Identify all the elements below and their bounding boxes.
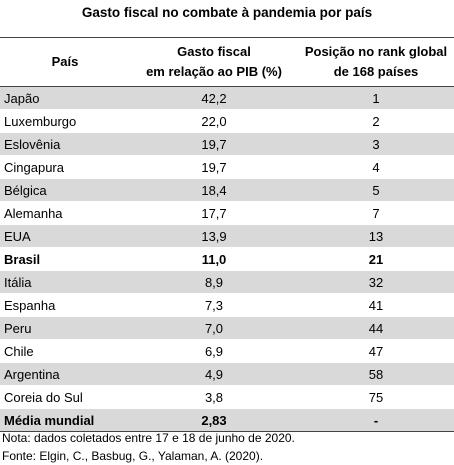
cell: Média mundial (0, 408, 130, 432)
column-header-line: em relação ao PIB (%) (146, 64, 282, 79)
cell: 4 (298, 155, 454, 179)
column-header-line: de 168 países (333, 64, 419, 79)
cell: Bélgica (0, 178, 130, 202)
table-row: EUA 13,9 13 (0, 224, 454, 248)
cell: 13,9 (130, 224, 298, 248)
cell: 58 (298, 362, 454, 386)
table-row: Brasil 11,0 21 (0, 247, 454, 271)
cell: 3,8 (130, 385, 298, 409)
cell: 13 (298, 224, 454, 248)
cell: 2,83 (130, 408, 298, 432)
column-header: País (0, 37, 130, 87)
cell: 8,9 (130, 270, 298, 294)
cell: Brasil (0, 247, 130, 271)
cell: Japão (0, 86, 130, 110)
cell: 3 (298, 132, 454, 156)
table-row: Alemanha 17,7 7 (0, 201, 454, 225)
cell: 75 (298, 385, 454, 409)
cell: 47 (298, 339, 454, 363)
table-row: Bélgica 18,4 5 (0, 178, 454, 202)
table: País Gasto fiscal em relação ao PIB (%) P… (0, 37, 454, 432)
table-body: Japão 42,2 1 Luxemburgo 22,0 2 Eslovênia 19,7 3 C… (0, 86, 454, 409)
cell: 6,9 (130, 339, 298, 363)
table-row: Argentina 4,9 58 (0, 362, 454, 386)
cell: Argentina (0, 362, 130, 386)
cell: 32 (298, 270, 454, 294)
cell: 7,3 (130, 293, 298, 317)
cell: 41 (298, 293, 454, 317)
cell: 1 (298, 86, 454, 110)
column-header: Posição no rank global de 168 países (298, 37, 454, 87)
column-header-line: Posição no rank global (304, 44, 448, 59)
cell: 19,7 (130, 155, 298, 179)
table-row: Coreia do Sul 3,8 75 (0, 385, 454, 409)
table-row: Peru 7,0 44 (0, 316, 454, 340)
cell: 22,0 (130, 109, 298, 133)
table-row: Luxemburgo 22,0 2 (0, 109, 454, 133)
table-row: Itália 8,9 32 (0, 270, 454, 294)
cell: Coreia do Sul (0, 385, 130, 409)
cell: Luxemburgo (0, 109, 130, 133)
cell: 4,9 (130, 362, 298, 386)
note: Nota: dados coletados entre 17 e 18 de j… (2, 431, 295, 445)
table-row: Cingapura 19,7 4 (0, 155, 454, 179)
average-row: Média mundial 2,83 - (0, 408, 454, 432)
cell: - (298, 408, 454, 432)
table-row: Chile 6,9 47 (0, 339, 454, 363)
cell: Chile (0, 339, 130, 363)
title: Gasto fiscal no combate à pandemia por p… (81, 5, 373, 20)
cell: Alemanha (0, 201, 130, 225)
cell: Espanha (0, 293, 130, 317)
cell: 17,7 (130, 201, 298, 225)
cell: Itália (0, 270, 130, 294)
cell: 11,0 (130, 247, 298, 271)
column-header: Gasto fiscal em relação ao PIB (%) (130, 37, 298, 87)
cell: Cingapura (0, 155, 130, 179)
cell: 7 (298, 201, 454, 225)
source: Fonte: Elgin, C., Basbug, G., Yalaman, A… (2, 449, 264, 463)
table-row: Eslovênia 19,7 3 (0, 132, 454, 156)
cell: 2 (298, 109, 454, 133)
cell: 5 (298, 178, 454, 202)
cell: 21 (298, 247, 454, 271)
cell: 19,7 (130, 132, 298, 156)
cell: Eslovênia (0, 132, 130, 156)
cell: 18,4 (130, 178, 298, 202)
table-row: Japão 42,2 1 (0, 86, 454, 110)
cell: 44 (298, 316, 454, 340)
column-header-line: Gasto fiscal (177, 44, 251, 59)
table-row: Espanha 7,3 41 (0, 293, 454, 317)
cell: 7,0 (130, 316, 298, 340)
cell: Peru (0, 316, 130, 340)
cell: EUA (0, 224, 130, 248)
header-row: País Gasto fiscal em relação ao PIB (%) P… (0, 37, 454, 87)
cell: 42,2 (130, 86, 298, 110)
